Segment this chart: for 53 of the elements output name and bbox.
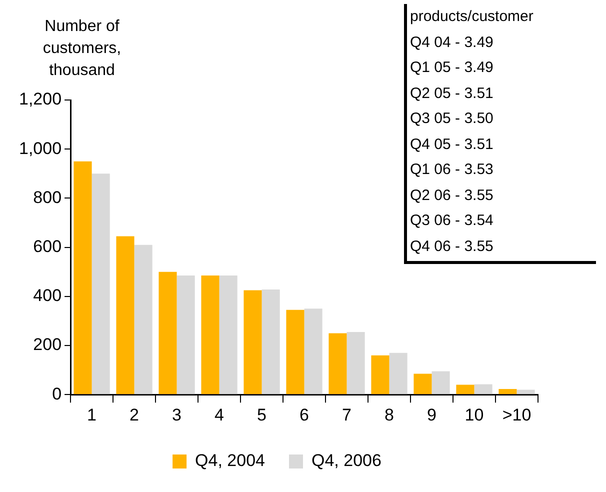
bar	[474, 384, 492, 394]
bar	[516, 390, 535, 394]
bar	[74, 161, 92, 394]
bar	[432, 371, 450, 394]
bar	[134, 244, 152, 394]
text: products/customer	[410, 8, 534, 25]
legend-label: Q4, 2006	[312, 451, 382, 470]
bar	[201, 276, 220, 394]
x-tick-label: 7	[342, 405, 352, 424]
bar	[176, 276, 195, 394]
x-tick-label: 8	[384, 405, 394, 424]
annotation: Q2 06 - 3.55	[410, 186, 494, 206]
bar	[158, 272, 177, 394]
bar	[389, 352, 408, 394]
x-tick-label: 2	[130, 405, 140, 424]
x-tick-label: 9	[427, 405, 436, 424]
annotation: Q2 05 - 3.51	[410, 84, 494, 104]
y-tick-label: 400	[33, 286, 62, 306]
bar	[498, 388, 517, 394]
bar	[346, 332, 365, 394]
y-tick-label: 0	[52, 384, 62, 404]
bar	[286, 310, 304, 394]
annotation: Q4 06 - 3.55	[410, 236, 494, 256]
y-axis-title: Number of customers, thousand	[42, 17, 122, 81]
x-tick-label: 5	[257, 405, 267, 424]
bar	[92, 174, 110, 394]
x-tick-label: 1	[87, 405, 97, 424]
bar	[371, 355, 390, 394]
bar	[262, 290, 280, 394]
annotation: Q4 05 - 3.51	[410, 134, 494, 154]
y-tick-label: 1,000	[18, 138, 62, 158]
x-tick-label: >10	[502, 405, 532, 424]
x-tick-label: 4	[214, 405, 224, 424]
bar	[456, 384, 474, 394]
x-tick-label: 3	[172, 405, 182, 424]
bar	[219, 276, 238, 394]
bar	[328, 333, 347, 394]
x-tick-label: 10	[464, 405, 484, 424]
legend-label: Q4, 2004	[195, 451, 266, 470]
x-tick-label: 6	[300, 405, 310, 424]
bar	[116, 236, 134, 394]
annotation: Q3 05 - 3.50	[410, 109, 494, 129]
y-tick-label: 200	[33, 335, 62, 354]
annotation: Q1 06 - 3.53	[410, 160, 494, 180]
bar	[244, 290, 262, 394]
y-tick-label: 600	[33, 236, 62, 256]
text: Q4 04 - 3.49	[410, 34, 494, 50]
y-tick-label: 800	[33, 188, 62, 207]
bar	[304, 308, 322, 394]
annotation: Q3 06 - 3.54	[410, 211, 494, 231]
y-tick-label: 1,200	[18, 90, 62, 109]
text: Q1 05 - 3.49	[410, 59, 494, 76]
bar	[414, 374, 432, 394]
